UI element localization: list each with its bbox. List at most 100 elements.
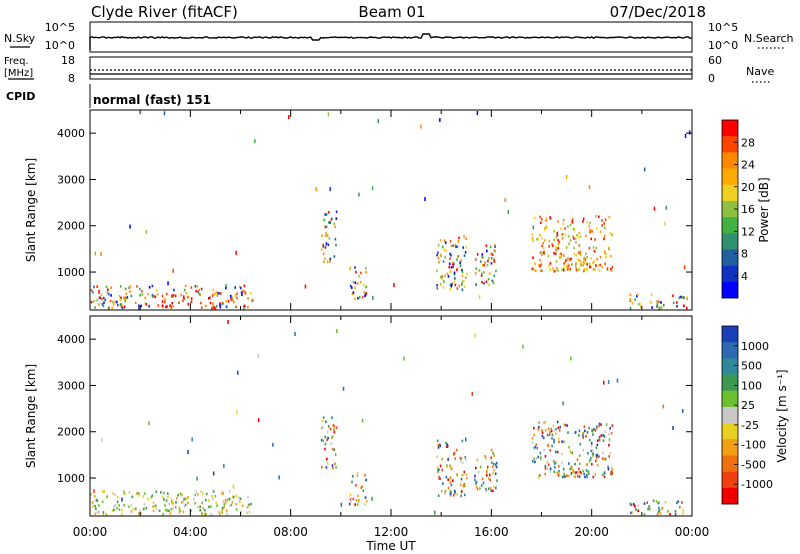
echo-cell xyxy=(465,245,467,249)
echo-cell xyxy=(495,465,498,469)
echo-cell xyxy=(294,332,296,337)
echo-cell xyxy=(126,296,129,299)
echo-cell xyxy=(684,134,687,138)
echo-cell xyxy=(533,426,535,430)
echo-cell xyxy=(676,301,678,304)
echo-cell xyxy=(200,306,203,309)
colorbar-segment xyxy=(722,423,738,440)
echo-cell xyxy=(335,466,337,469)
echo-cell xyxy=(603,475,606,479)
echo-cell xyxy=(246,506,249,509)
echo-cell xyxy=(608,215,611,219)
echo-cell xyxy=(476,111,479,115)
echo-cell xyxy=(324,213,326,216)
echo-cell xyxy=(437,494,440,497)
echo-cell xyxy=(196,285,199,288)
echo-cell xyxy=(445,441,447,445)
echo-cell xyxy=(118,504,120,507)
velocity-panel: 1000 2000 3000 4000 Slant Range [km] xyxy=(24,315,693,517)
colorbar-tick-label: 16 xyxy=(741,203,755,216)
echo-cell xyxy=(139,287,141,291)
echo-cell xyxy=(236,410,238,415)
echo-cell xyxy=(209,296,211,300)
echo-cell xyxy=(602,451,604,454)
echo-cell xyxy=(325,420,327,424)
echo-cell xyxy=(576,458,579,461)
echo-cell xyxy=(598,263,601,267)
echo-cell xyxy=(574,462,576,466)
echo-cell xyxy=(657,300,660,303)
echo-cell xyxy=(490,262,493,265)
echo-cell xyxy=(324,435,326,439)
echo-cell xyxy=(152,509,155,513)
echo-cell xyxy=(566,474,568,478)
echo-cell xyxy=(254,139,256,144)
echo-cell xyxy=(440,282,442,286)
echo-cell xyxy=(549,449,551,452)
echo-cell xyxy=(324,442,327,446)
echo-cell xyxy=(190,286,193,289)
echo-cell xyxy=(234,286,236,289)
echo-cell xyxy=(111,306,113,310)
echo-cell xyxy=(182,299,184,303)
echo-cell xyxy=(243,304,245,308)
echo-cell xyxy=(172,268,174,273)
echo-cell xyxy=(181,493,183,497)
echo-cell xyxy=(682,512,684,515)
echo-cell xyxy=(204,512,206,516)
echo-cell xyxy=(476,253,479,256)
echo-cell xyxy=(129,224,131,229)
echo-cell xyxy=(328,211,330,214)
nsearch-label: N.Search xyxy=(744,32,794,45)
velocity-x-ticks xyxy=(89,316,693,516)
echo-cell xyxy=(444,241,447,244)
echo-cell xyxy=(595,456,598,460)
echo-cell xyxy=(462,279,465,283)
echo-cell xyxy=(543,421,545,425)
echo-cell xyxy=(463,285,466,288)
echo-cell xyxy=(488,257,490,260)
echo-cell xyxy=(150,495,153,499)
echo-cell xyxy=(593,260,595,264)
echo-cell xyxy=(609,451,612,455)
echo-cell xyxy=(326,438,328,441)
echo-cell xyxy=(611,424,614,428)
echo-cell xyxy=(102,304,105,308)
echo-cell xyxy=(160,491,162,494)
y-tick-label: 1000 xyxy=(57,266,85,279)
echo-cell xyxy=(496,479,498,482)
echo-cell xyxy=(659,306,662,310)
echo-cell xyxy=(438,475,440,480)
echo-cell xyxy=(586,431,589,434)
echo-cell xyxy=(583,269,585,273)
echo-cell xyxy=(601,224,603,227)
echo-cell xyxy=(187,295,190,299)
echo-cell xyxy=(569,467,571,471)
echo-cell xyxy=(582,220,584,223)
echo-cell xyxy=(121,306,124,310)
echo-cell xyxy=(158,509,161,513)
echo-cell xyxy=(465,473,468,477)
echo-cell xyxy=(439,276,442,279)
echo-cell xyxy=(547,254,550,258)
echo-cell xyxy=(579,462,581,465)
echo-cell xyxy=(225,305,228,309)
echo-cell xyxy=(326,234,329,237)
echo-cell xyxy=(547,463,550,467)
echo-cell xyxy=(595,264,597,267)
echo-cell xyxy=(540,263,542,267)
echo-cell xyxy=(558,256,561,259)
nsky-tick-bottom: 10^0 xyxy=(45,39,75,52)
y-tick-label: 3000 xyxy=(57,173,85,186)
echo-cell xyxy=(439,477,441,480)
echo-cell xyxy=(180,501,183,504)
echo-cell xyxy=(582,436,584,439)
echo-cell xyxy=(475,485,478,489)
echo-cell xyxy=(447,456,450,460)
echo-cell xyxy=(450,483,453,487)
echo-cell xyxy=(598,455,600,458)
echo-cell xyxy=(590,442,593,445)
echo-cell xyxy=(592,454,594,457)
echo-cell xyxy=(589,231,591,234)
power-x-ticks xyxy=(89,110,693,310)
